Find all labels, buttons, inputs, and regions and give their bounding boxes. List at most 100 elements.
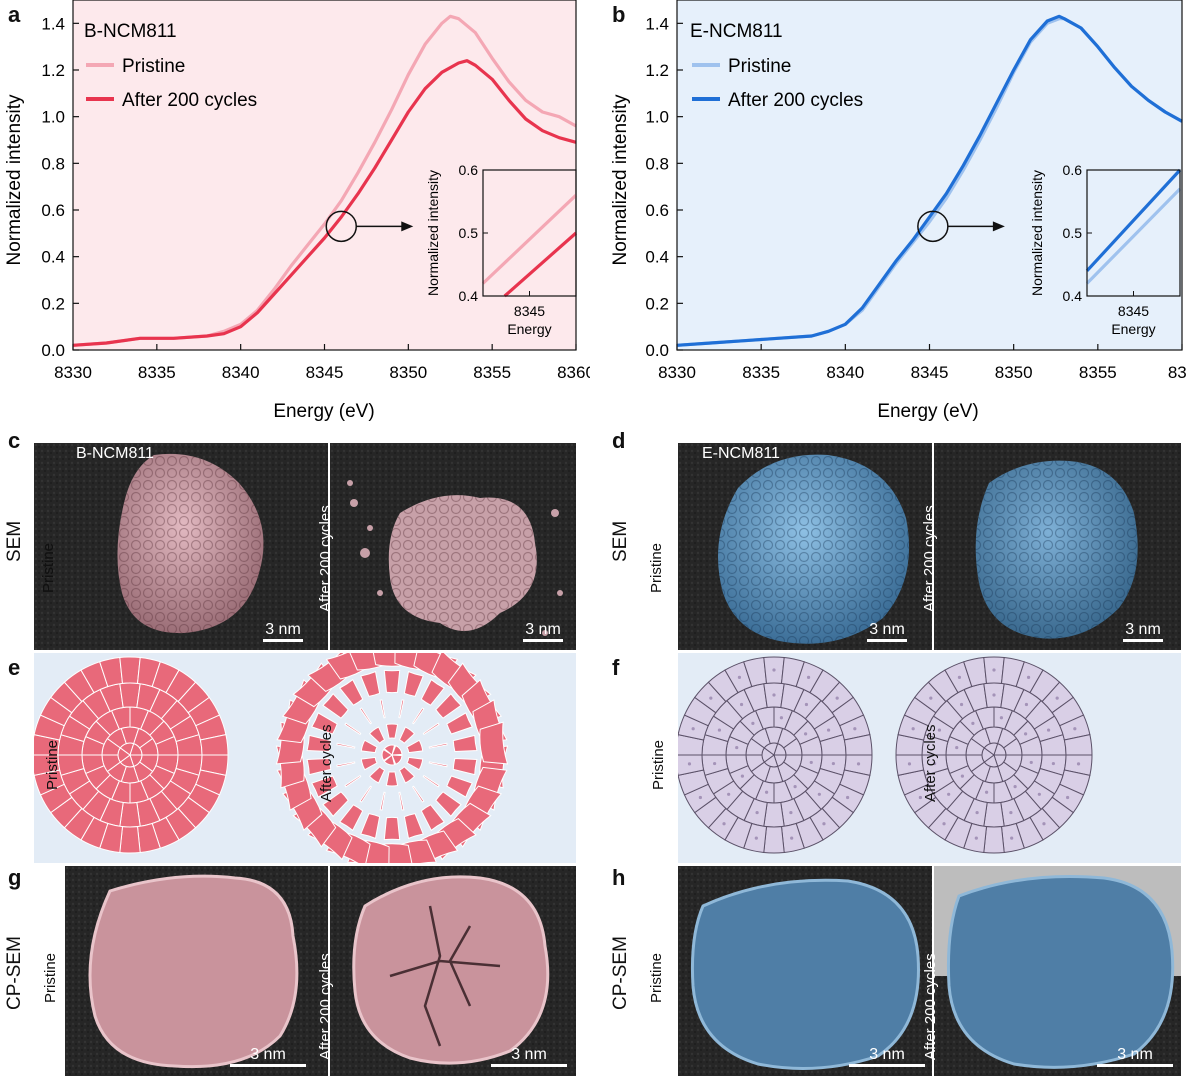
grain-dot	[918, 795, 922, 800]
condition-label-e-cycled: After cycles	[318, 724, 335, 802]
grain-dot	[727, 792, 731, 796]
series-line-cycled	[72, 59, 577, 347]
primary-grain	[406, 756, 424, 771]
primary-grain	[446, 775, 473, 798]
grain-dot	[1076, 762, 1081, 766]
primary-grain	[422, 722, 440, 736]
xanes-chart-b: 8330 8335 8340 8345 8350 8355 836 0.0 0.2 0.4 0.6 0…	[610, 0, 1187, 422]
scale-bar: 3 nm	[848, 1046, 926, 1067]
row-label-sem-right: SEM	[610, 520, 631, 562]
inset-y-tick-label: 0.5	[1063, 225, 1083, 241]
grain-dot	[999, 716, 1004, 720]
primary-grain	[398, 726, 416, 744]
grain-dot	[992, 668, 996, 672]
inset-y-label: Normalized intensity	[1029, 170, 1045, 296]
y-tick-label: 1.2	[645, 61, 669, 80]
primary-grain	[311, 712, 338, 735]
cpsem-image-g-cycled: 3 nm	[330, 866, 576, 1076]
grain-dot	[933, 761, 937, 766]
row-label-sem-left: SEM	[4, 520, 25, 562]
grain-dot	[992, 693, 996, 697]
grain-dot	[1013, 784, 1017, 789]
schematic-drawing	[31, 638, 509, 872]
primary-grain	[339, 804, 364, 832]
grain-dot	[1046, 728, 1051, 732]
primary-grain	[420, 678, 445, 706]
x-tick-label: 8330	[658, 363, 696, 382]
scale-bar: 3 nm	[866, 621, 908, 642]
primary-grain	[381, 748, 393, 762]
condition-label-g-cycled: After 200 cycles	[317, 953, 334, 1060]
grain-dot	[947, 792, 951, 796]
primary-grain	[360, 739, 378, 754]
grain-dot	[713, 761, 717, 766]
grain-dot	[806, 675, 811, 679]
x-tick-label: 8345	[911, 363, 949, 382]
row-label-cpsem-right: CP-SEM	[610, 936, 631, 1010]
primary-grain	[385, 771, 399, 787]
sem-image-c-pristine: B-NCM811 Pristine 3 nm	[34, 443, 328, 650]
grain-dot	[737, 675, 742, 679]
grain-dot	[793, 784, 797, 789]
y-axis-label: Normalized intensity	[4, 94, 25, 266]
primary-grain	[398, 791, 405, 811]
y-tick-label: 0.0	[645, 341, 669, 360]
primary-grain	[446, 712, 473, 735]
primary-grain	[359, 785, 373, 803]
grain-dot	[764, 790, 769, 794]
scale-bar: 3 nm	[1122, 621, 1164, 642]
primary-grain	[199, 734, 229, 756]
grain-dot	[1029, 760, 1033, 765]
grain-dot	[1026, 675, 1031, 679]
grain-dot	[1073, 727, 1077, 731]
primary-grain	[383, 669, 401, 694]
condition-label-h-pristine: Pristine	[648, 952, 665, 1003]
x-tick-label: 8355	[473, 363, 511, 382]
x-axis-label: Energy (eV)	[877, 401, 978, 422]
sample-label: E-NCM811	[702, 445, 780, 462]
panel-label-f: f	[612, 655, 620, 680]
primary-grain	[119, 826, 141, 854]
grain-dot	[1066, 795, 1070, 800]
primary-grain	[383, 816, 401, 841]
legend-cycled: After 200 cycles	[122, 90, 257, 111]
grain-dot	[1024, 702, 1029, 707]
grain-dot	[740, 774, 745, 778]
inset-background	[1087, 170, 1180, 296]
legend-pristine: Pristine	[122, 56, 185, 77]
inset-line-pristine	[1085, 187, 1182, 285]
inset-y-tick-label: 0.5	[459, 225, 479, 241]
condition-label-d-pristine: Pristine	[648, 542, 665, 593]
x-axis-label: Energy (eV)	[273, 401, 374, 422]
grain-dot	[687, 762, 692, 766]
grain-dot	[1009, 810, 1013, 815]
condition-label-c-pristine: Pristine	[40, 542, 57, 593]
panel-label-d: d	[612, 428, 626, 453]
cross-section-cracked	[330, 866, 576, 1076]
grain-dot	[1042, 822, 1046, 826]
primary-grain	[368, 726, 386, 744]
primary-grain	[411, 785, 425, 803]
grain-dot	[853, 727, 857, 731]
primary-grain	[452, 757, 478, 776]
grain-dot	[822, 822, 826, 826]
cpsem-image-h-pristine: 3 nm	[678, 866, 932, 1076]
condition-label-e-pristine: Pristine	[44, 739, 61, 790]
plot-background	[677, 0, 1182, 350]
grain-dot	[698, 795, 702, 800]
x-tick-label: 8340	[826, 363, 864, 382]
primary-grain	[383, 744, 396, 756]
x-tick-label: 8350	[389, 363, 427, 382]
chart-title: E-NCM811	[690, 21, 783, 42]
primary-grain	[422, 774, 440, 788]
grain-dot	[1051, 761, 1055, 766]
primary-grain	[336, 761, 356, 768]
primary-grain	[344, 774, 362, 788]
scale-bar: 3 nm	[262, 621, 304, 642]
cpsem-image-g-pristine: 3 nm	[65, 866, 328, 1076]
sem-image-d-pristine: E-NCM811 3 nm	[678, 443, 932, 650]
grain-dot	[804, 702, 809, 707]
primary-grain	[411, 707, 425, 725]
grain-dot	[691, 727, 695, 731]
grain-dot	[790, 836, 794, 840]
